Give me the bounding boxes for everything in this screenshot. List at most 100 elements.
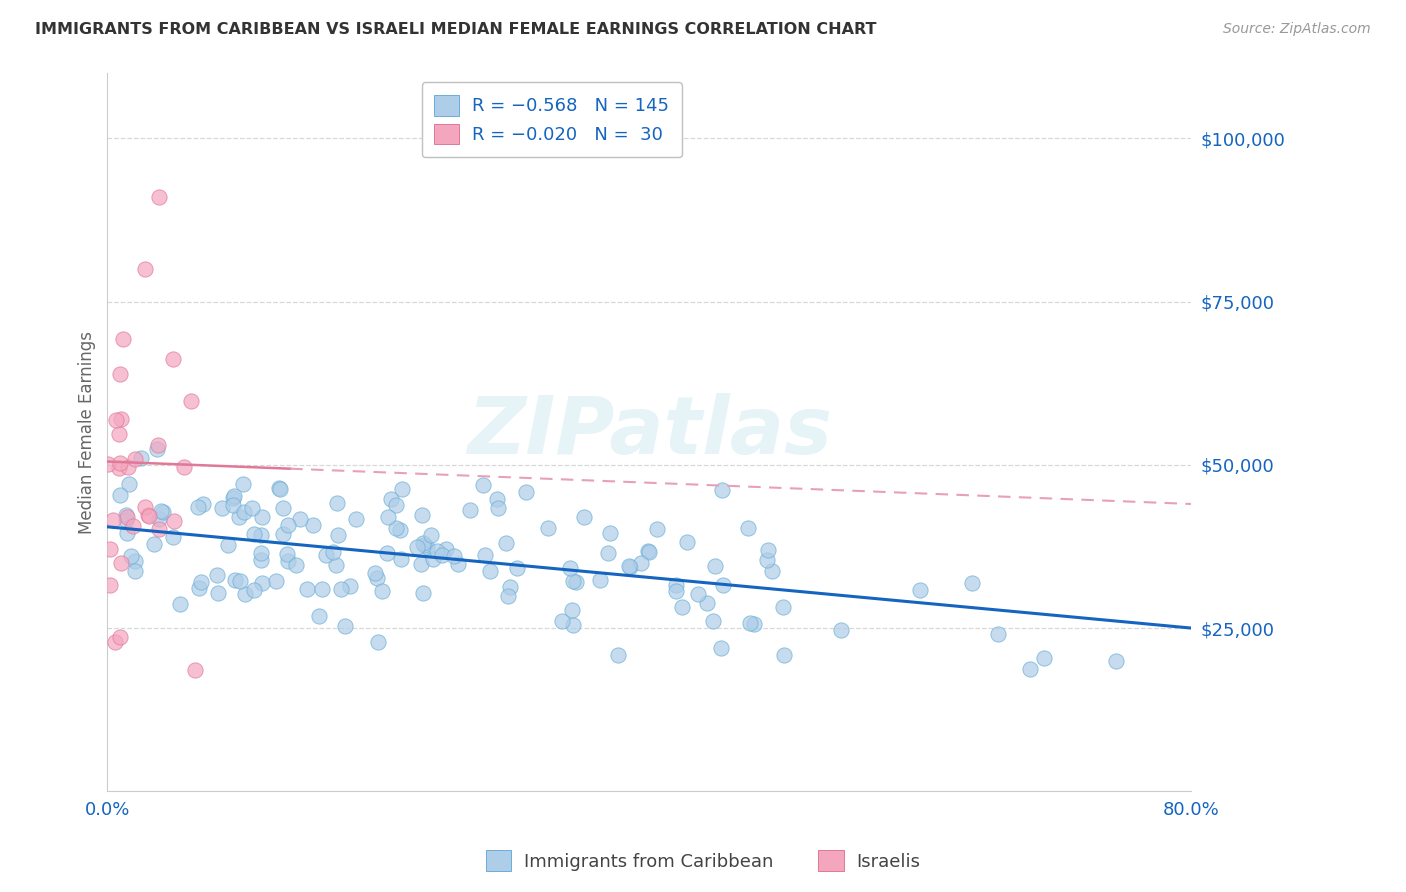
Point [250, 528, 273, 542]
Point [267, 481, 290, 495]
Point [385, 521, 408, 535]
Point [565, 574, 588, 589]
Point [704, 559, 727, 574]
Y-axis label: Median Female Earnings: Median Female Earnings [79, 331, 96, 533]
Point [371, 584, 394, 599]
Point [285, 558, 308, 572]
Point [413, 538, 436, 552]
Point [515, 484, 537, 499]
Point [960, 576, 983, 591]
Point [561, 603, 583, 617]
Point [420, 528, 443, 542]
Point [273, 500, 295, 515]
Point [308, 609, 330, 624]
Point [479, 564, 502, 578]
Point [322, 545, 344, 559]
Point [315, 548, 337, 562]
Point [630, 557, 652, 571]
Point [599, 526, 621, 541]
Point [143, 537, 166, 551]
Point [124, 451, 146, 466]
Point [105, 412, 128, 426]
Point [311, 582, 333, 597]
Point [434, 541, 457, 556]
Point [271, 527, 294, 541]
Point [98, 577, 121, 591]
Point [232, 477, 254, 491]
Point [696, 596, 718, 610]
Point [385, 498, 408, 512]
Legend: R = −0.568   N = 145, R = −0.020   N =  30: R = −0.568 N = 145, R = −0.020 N = 30 [422, 82, 682, 157]
Point [290, 512, 312, 526]
Point [243, 583, 266, 598]
Point [364, 566, 387, 581]
Point [250, 509, 273, 524]
Text: Source: ZipAtlas.com: Source: ZipAtlas.com [1223, 22, 1371, 37]
Point [637, 543, 659, 558]
Point [675, 535, 697, 549]
Point [405, 540, 427, 554]
Point [443, 549, 465, 563]
Point [120, 549, 142, 563]
Point [124, 564, 146, 578]
Point [108, 460, 131, 475]
Point [224, 573, 246, 587]
Point [711, 577, 734, 591]
Point [711, 483, 734, 498]
Point [228, 510, 250, 524]
Point [485, 491, 508, 506]
Point [188, 581, 211, 595]
Point [561, 574, 583, 589]
Point [149, 504, 172, 518]
Point [665, 584, 688, 599]
Point [366, 571, 388, 585]
Point [671, 599, 693, 614]
Point [638, 545, 661, 559]
Point [344, 512, 367, 526]
Point [326, 527, 349, 541]
Point [240, 501, 263, 516]
Point [173, 460, 195, 475]
Point [184, 664, 207, 678]
Point [233, 505, 256, 519]
Point [1033, 651, 1056, 665]
Point [110, 411, 132, 425]
Point [124, 554, 146, 568]
Point [380, 492, 402, 507]
Point [830, 623, 852, 637]
Point [416, 540, 439, 554]
Point [737, 521, 759, 535]
Point [758, 542, 780, 557]
Point [702, 614, 724, 628]
Point [250, 546, 273, 560]
Point [339, 579, 361, 593]
Point [772, 600, 794, 615]
Point [217, 538, 239, 552]
Point [134, 261, 156, 276]
Point [761, 564, 783, 578]
Point [243, 526, 266, 541]
Point [110, 557, 132, 571]
Point [422, 551, 444, 566]
Point [146, 437, 169, 451]
Point [326, 496, 349, 510]
Point [117, 477, 139, 491]
Point [412, 536, 434, 550]
Point [110, 368, 132, 382]
Text: IMMIGRANTS FROM CARIBBEAN VS ISRAELI MEDIAN FEMALE EARNINGS CORRELATION CHART: IMMIGRANTS FROM CARIBBEAN VS ISRAELI MED… [35, 22, 877, 37]
Point [596, 546, 619, 560]
Point [474, 548, 496, 562]
Point [1105, 654, 1128, 668]
Point [276, 547, 298, 561]
Point [180, 394, 202, 409]
Point [222, 498, 245, 512]
Point [163, 514, 186, 528]
Point [108, 427, 131, 442]
Point [138, 509, 160, 524]
Point [987, 627, 1010, 641]
Point [688, 587, 710, 601]
Point [409, 557, 432, 571]
Point [647, 522, 669, 536]
Point [755, 553, 778, 567]
Point [377, 509, 399, 524]
